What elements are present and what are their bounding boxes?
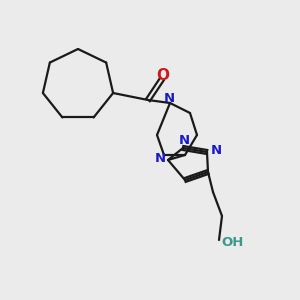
Text: N: N	[178, 134, 190, 146]
Text: O: O	[157, 68, 169, 82]
Text: OH: OH	[222, 236, 244, 248]
Text: N: N	[210, 143, 222, 157]
Text: N: N	[154, 152, 166, 164]
Text: N: N	[164, 92, 175, 106]
